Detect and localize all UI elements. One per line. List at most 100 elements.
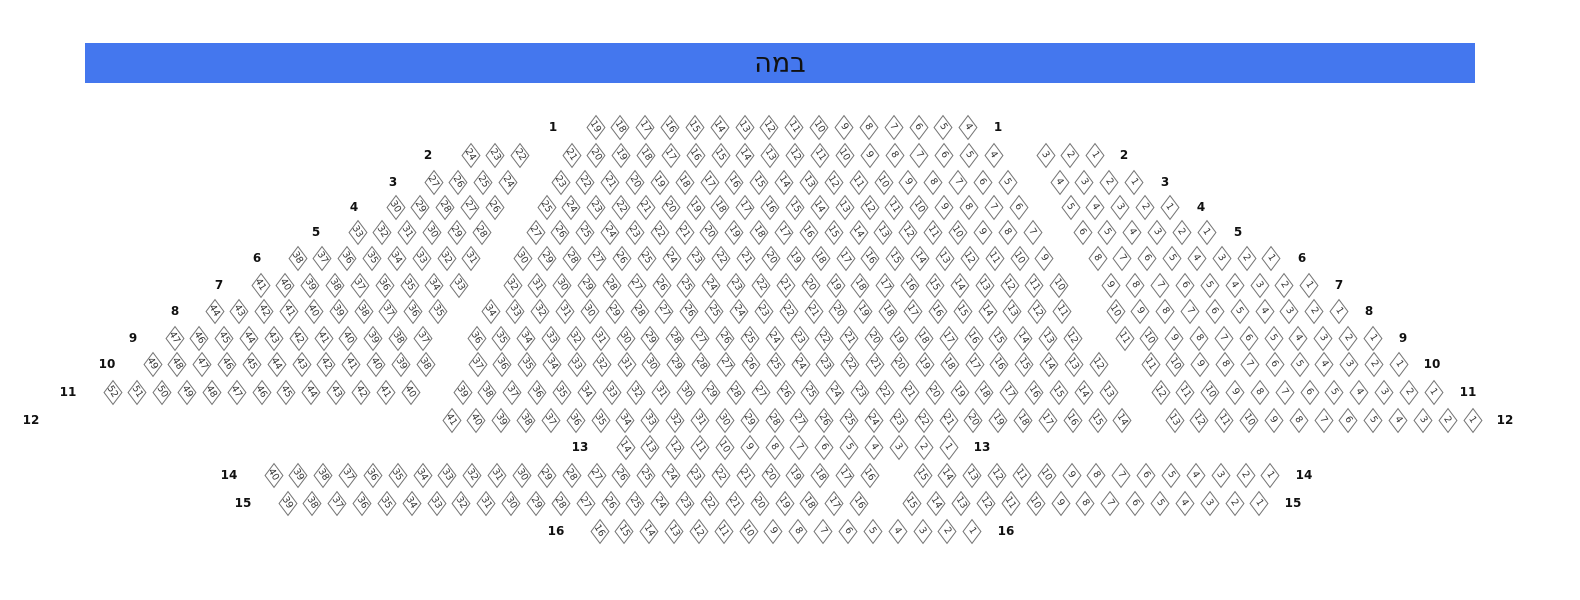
seat[interactable]: 5 — [1200, 272, 1220, 299]
seat[interactable]: 21 — [636, 194, 656, 221]
seat[interactable]: 4 — [984, 142, 1004, 169]
seat[interactable]: 35 — [517, 351, 537, 378]
seat[interactable]: 38 — [313, 462, 333, 489]
seat[interactable]: 19 — [611, 142, 631, 169]
seat[interactable]: 32 — [566, 325, 586, 352]
seat[interactable]: 4 — [1186, 462, 1206, 489]
seat[interactable]: 9 — [973, 219, 993, 246]
seat[interactable]: 21 — [675, 219, 695, 246]
seat[interactable]: 18 — [610, 114, 630, 141]
seat[interactable]: 34 — [402, 490, 422, 517]
seat[interactable]: 23 — [686, 462, 706, 489]
seat[interactable]: 17 — [661, 142, 681, 169]
seat[interactable]: 25 — [800, 379, 820, 406]
seat[interactable]: 22 — [711, 245, 731, 272]
seat[interactable]: 17 — [903, 298, 923, 325]
seat[interactable]: 20 — [801, 272, 821, 299]
seat[interactable]: 25 — [637, 245, 657, 272]
seat[interactable]: 14 — [1013, 325, 1033, 352]
seat[interactable]: 7 — [813, 518, 833, 545]
seat[interactable]: 33 — [567, 351, 587, 378]
seat[interactable]: 6 — [1205, 298, 1225, 325]
seat[interactable]: 44 — [267, 351, 287, 378]
seat[interactable]: 15 — [988, 325, 1008, 352]
seat[interactable]: 21 — [938, 407, 959, 434]
seat[interactable]: 4 — [1175, 490, 1195, 517]
seat[interactable]: 22 — [700, 490, 720, 517]
seat[interactable]: 38 — [302, 490, 322, 517]
seat[interactable]: 27 — [690, 325, 710, 352]
seat[interactable]: 38 — [354, 298, 374, 325]
seat[interactable]: 48 — [202, 379, 222, 406]
seat[interactable]: 27 — [525, 219, 546, 246]
seat[interactable]: 39 — [329, 298, 349, 325]
seat[interactable]: 17 — [835, 462, 855, 489]
seat[interactable]: 47 — [192, 351, 212, 378]
seat[interactable]: 13 — [735, 114, 755, 141]
seat[interactable]: 24 — [498, 169, 518, 196]
seat[interactable]: 11 — [1175, 379, 1195, 406]
seat[interactable]: 32 — [437, 245, 457, 272]
seat[interactable]: 35 — [388, 462, 408, 489]
seat[interactable]: 30 — [422, 219, 442, 246]
seat[interactable]: 20 — [925, 379, 945, 406]
seat[interactable]: 8 — [998, 219, 1018, 246]
seat[interactable]: 19 — [724, 219, 744, 246]
seat[interactable]: 25 — [766, 351, 786, 378]
seat[interactable]: 14 — [735, 142, 755, 169]
seat[interactable]: 45 — [276, 379, 296, 406]
seat[interactable]: 24 — [561, 194, 581, 221]
seat[interactable]: 23 — [485, 142, 505, 169]
seat[interactable]: 19 — [650, 169, 670, 196]
seat[interactable]: 27 — [587, 462, 607, 489]
seat[interactable]: 7 — [1240, 351, 1260, 378]
seat[interactable]: 27 — [423, 169, 444, 196]
seat[interactable]: 38 — [477, 379, 497, 406]
seat[interactable]: 2 — [914, 434, 934, 461]
seat[interactable]: 22 — [751, 272, 771, 299]
seat[interactable]: 10 — [1139, 325, 1159, 352]
seat[interactable]: 26 — [485, 194, 505, 221]
seat[interactable]: 20 — [828, 298, 848, 325]
seat[interactable]: 33 — [640, 407, 660, 434]
seat[interactable]: 36 — [566, 407, 586, 434]
seat[interactable]: 33 — [505, 298, 525, 325]
seat[interactable]: 21 — [725, 490, 745, 517]
seat[interactable]: 2 — [1364, 351, 1384, 378]
seat[interactable]: 7 — [1214, 325, 1234, 352]
seat[interactable]: 1 — [1124, 169, 1144, 196]
seat[interactable]: 2 — [937, 518, 957, 545]
seat[interactable]: 27 — [460, 194, 480, 221]
seat[interactable]: 10 — [1049, 272, 1069, 299]
seat[interactable]: 18 — [749, 219, 769, 246]
seat[interactable]: 19 — [686, 194, 706, 221]
seat[interactable]: 9 — [1100, 272, 1121, 299]
seat[interactable]: 7 — [948, 169, 968, 196]
seat[interactable]: 29 — [740, 407, 760, 434]
seat[interactable]: 33 — [437, 462, 457, 489]
seat[interactable]: 44 — [239, 325, 259, 352]
seat[interactable]: 4 — [1288, 325, 1308, 352]
seat[interactable]: 8 — [959, 194, 979, 221]
seat[interactable]: 31 — [397, 219, 417, 246]
seat[interactable]: 7 — [984, 194, 1004, 221]
seat[interactable]: 16 — [760, 194, 780, 221]
seat[interactable]: 6 — [1300, 379, 1320, 406]
seat[interactable]: 5 — [998, 169, 1018, 196]
seat[interactable]: 37 — [350, 272, 370, 299]
seat[interactable]: 6 — [1265, 351, 1285, 378]
seat[interactable]: 10 — [739, 518, 759, 545]
seat[interactable]: 50 — [152, 379, 172, 406]
seat[interactable]: 33 — [347, 219, 368, 246]
seat[interactable]: 2 — [1225, 490, 1245, 517]
seat[interactable]: 29 — [605, 298, 625, 325]
seat[interactable]: 38 — [416, 351, 436, 378]
seat[interactable]: 1 — [939, 434, 959, 461]
seat[interactable]: 3 — [1110, 194, 1130, 221]
seat[interactable]: 52 — [102, 379, 123, 406]
seat[interactable]: 12 — [1189, 407, 1209, 434]
seat[interactable]: 27 — [716, 351, 736, 378]
seat[interactable]: 18 — [710, 194, 730, 221]
seat[interactable]: 46 — [189, 325, 209, 352]
seat[interactable]: 32 — [530, 298, 550, 325]
